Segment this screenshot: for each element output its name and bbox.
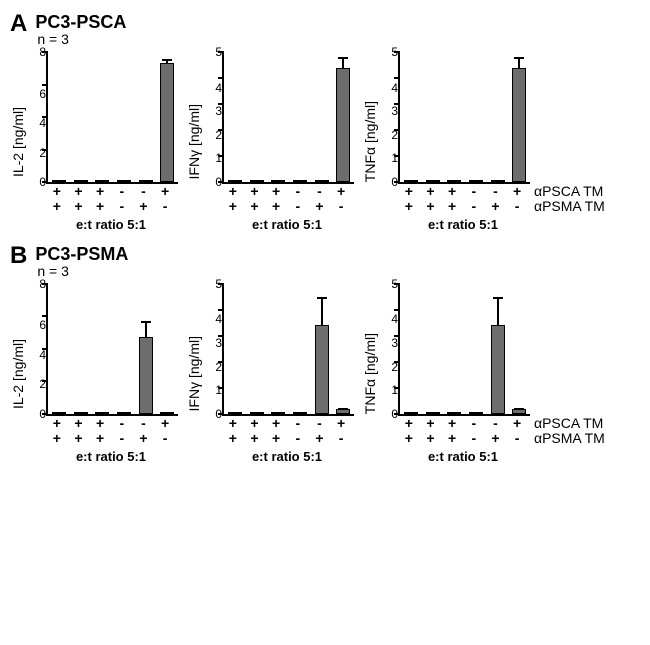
bar (512, 68, 526, 182)
bar (426, 180, 440, 182)
x-conditions: +++--++++-+-e:t ratio 5:1 (46, 184, 178, 232)
bar (271, 180, 285, 182)
plot-area (222, 284, 354, 416)
et-ratio-label: e:t ratio 5:1 (222, 449, 352, 464)
plot-area (222, 52, 354, 184)
bar (404, 180, 418, 182)
panel-letter: B (10, 242, 27, 270)
ytick-label: 6 (39, 88, 46, 100)
panel-n: n = 3 (37, 263, 128, 279)
ytick-label: 4 (39, 117, 46, 129)
et-ratio-label: e:t ratio 5:1 (398, 449, 528, 464)
et-ratio-label: e:t ratio 5:1 (46, 217, 176, 232)
bar (491, 180, 505, 182)
ytick-label: 3 (391, 337, 398, 349)
condition-legend: αPSCA TMαPSMA TM (534, 184, 605, 215)
bar (293, 180, 307, 182)
chart: TNFα [ng/ml]543210+++--++++-+-e:t ratio … (362, 284, 530, 464)
ytick-label: 4 (391, 313, 398, 325)
bar (271, 412, 285, 414)
x-conditions: +++--++++-+-e:t ratio 5:1 (222, 416, 354, 464)
y-axis-label: TNFα [ng/ml] (362, 101, 378, 182)
bar (447, 180, 461, 182)
et-ratio-label: e:t ratio 5:1 (398, 217, 528, 232)
bar (228, 180, 242, 182)
ytick-label: 3 (215, 105, 222, 117)
chart: IL-2 [ng/ml]86420+++--++++-+-e:t ratio 5… (10, 284, 178, 464)
panel-title: PC3-PSCA (35, 12, 126, 33)
bar (95, 412, 109, 414)
y-axis-label: TNFα [ng/ml] (362, 333, 378, 414)
x-conditions: +++--++++-+-e:t ratio 5:1 (398, 184, 530, 232)
bar (447, 412, 461, 414)
bar (404, 412, 418, 414)
bar (160, 63, 174, 182)
bar (469, 412, 483, 414)
chart: IL-2 [ng/ml]86420+++--++++-+-e:t ratio 5… (10, 52, 178, 232)
y-axis-label: IL-2 [ng/ml] (10, 107, 26, 177)
ytick-label: 3 (391, 105, 398, 117)
bar (117, 412, 131, 414)
legend-label: αPSMA TM (534, 199, 605, 214)
y-axis-label: IL-2 [ng/ml] (10, 339, 26, 409)
ytick-label: 4 (215, 82, 222, 94)
chart: IFNγ [ng/ml]543210+++--++++-+-e:t ratio … (186, 52, 354, 232)
y-axis-label: IFNγ [ng/ml] (186, 336, 202, 411)
bar (160, 412, 174, 414)
x-conditions: +++--++++-+-e:t ratio 5:1 (46, 416, 178, 464)
x-conditions: +++--++++-+-e:t ratio 5:1 (398, 416, 530, 464)
bar (52, 180, 66, 182)
bar (426, 412, 440, 414)
legend-label: αPSMA TM (534, 431, 605, 446)
bar (293, 412, 307, 414)
condition-legend: αPSCA TMαPSMA TM (534, 416, 605, 447)
plot-area (46, 52, 178, 184)
bar (250, 412, 264, 414)
plot-area (398, 52, 530, 184)
panel-title: PC3-PSMA (35, 244, 128, 265)
ytick-label: 4 (215, 313, 222, 325)
bar (74, 180, 88, 182)
ytick-label: 4 (391, 82, 398, 94)
bar (250, 180, 264, 182)
panel-letter: A (10, 10, 27, 38)
chart: IFNγ [ng/ml]543210+++--++++-+-e:t ratio … (186, 284, 354, 464)
bar (469, 180, 483, 182)
bar (117, 180, 131, 182)
panel-B: BPC3-PSMAn = 3IL-2 [ng/ml]86420+++--++++… (10, 242, 640, 464)
legend-label: αPSCA TM (534, 416, 605, 431)
bar (52, 412, 66, 414)
bar (139, 180, 153, 182)
panel-n: n = 3 (37, 31, 126, 47)
bar (228, 412, 242, 414)
ytick-label: 6 (39, 319, 46, 331)
panel-A: APC3-PSCAn = 3IL-2 [ng/ml]86420+++--++++… (10, 10, 640, 232)
y-axis-label: IFNγ [ng/ml] (186, 104, 202, 179)
et-ratio-label: e:t ratio 5:1 (222, 217, 352, 232)
bar (336, 409, 350, 414)
bar (491, 325, 505, 413)
bar (315, 180, 329, 182)
bar (74, 412, 88, 414)
bar (95, 180, 109, 182)
plot-area (398, 284, 530, 416)
bar (336, 68, 350, 182)
et-ratio-label: e:t ratio 5:1 (46, 449, 176, 464)
bar (315, 325, 329, 413)
x-conditions: +++--++++-+-e:t ratio 5:1 (222, 184, 354, 232)
ytick-label: 4 (39, 349, 46, 361)
bar (139, 337, 153, 413)
bar (512, 409, 526, 414)
legend-label: αPSCA TM (534, 184, 605, 199)
plot-area (46, 284, 178, 416)
ytick-label: 3 (215, 337, 222, 349)
chart: TNFα [ng/ml]543210+++--++++-+-e:t ratio … (362, 52, 530, 232)
